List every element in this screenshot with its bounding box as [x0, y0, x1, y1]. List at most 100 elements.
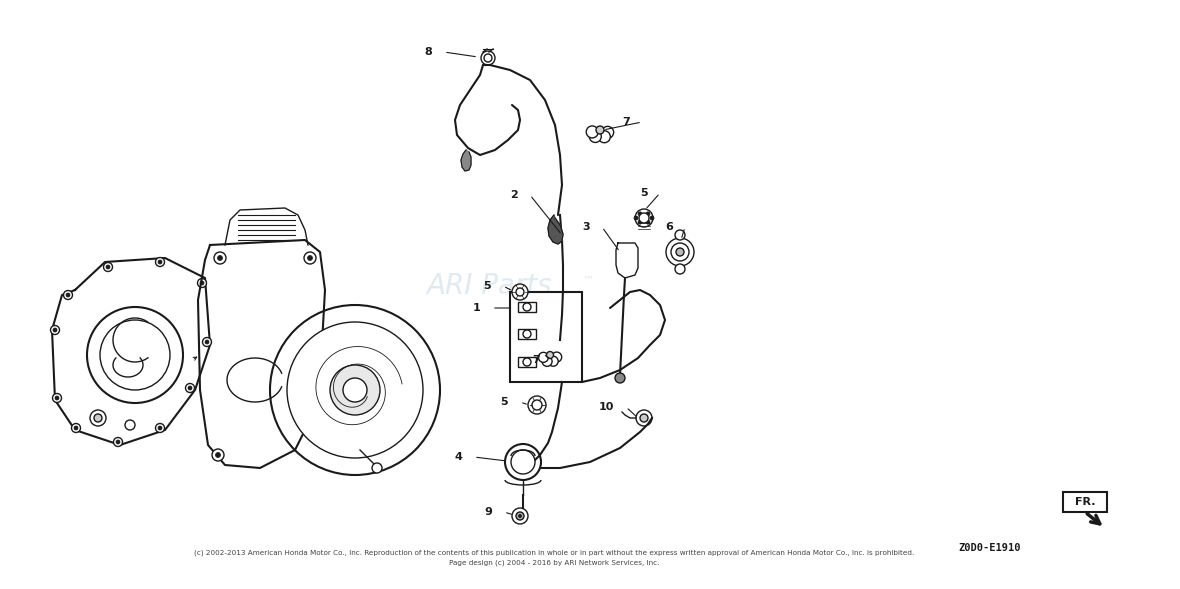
- Circle shape: [158, 426, 162, 430]
- Circle shape: [523, 330, 531, 338]
- Circle shape: [116, 440, 120, 444]
- Circle shape: [532, 400, 542, 410]
- Circle shape: [343, 378, 367, 402]
- Circle shape: [511, 450, 535, 474]
- Circle shape: [55, 396, 59, 400]
- Circle shape: [586, 126, 598, 138]
- Circle shape: [185, 383, 195, 392]
- Circle shape: [212, 449, 224, 461]
- Circle shape: [158, 260, 162, 264]
- Polygon shape: [548, 215, 563, 244]
- Circle shape: [330, 365, 380, 415]
- Text: ™: ™: [582, 276, 594, 286]
- Circle shape: [598, 131, 610, 143]
- Bar: [510, 292, 582, 382]
- Polygon shape: [616, 243, 638, 278]
- Circle shape: [645, 220, 650, 224]
- Circle shape: [216, 452, 221, 458]
- Circle shape: [214, 252, 227, 264]
- Circle shape: [518, 515, 522, 518]
- Text: 4: 4: [454, 452, 463, 462]
- Circle shape: [505, 444, 540, 480]
- Circle shape: [113, 438, 123, 446]
- Circle shape: [100, 320, 170, 390]
- Bar: [1063, 492, 1107, 512]
- Circle shape: [527, 396, 546, 414]
- Circle shape: [64, 290, 72, 299]
- Circle shape: [602, 127, 614, 138]
- Circle shape: [542, 356, 552, 366]
- Circle shape: [205, 340, 209, 344]
- Circle shape: [512, 508, 527, 524]
- Circle shape: [523, 303, 531, 311]
- Text: 10: 10: [598, 402, 614, 412]
- Text: 3: 3: [583, 222, 590, 232]
- Bar: [518, 302, 536, 312]
- Circle shape: [615, 373, 625, 383]
- Circle shape: [589, 131, 602, 143]
- Circle shape: [666, 238, 694, 266]
- Polygon shape: [461, 150, 471, 171]
- Circle shape: [671, 243, 689, 261]
- Circle shape: [156, 423, 164, 432]
- Circle shape: [304, 252, 316, 264]
- Circle shape: [640, 414, 648, 422]
- Circle shape: [51, 326, 59, 335]
- Circle shape: [549, 356, 558, 366]
- Circle shape: [596, 126, 604, 134]
- Text: FR.: FR.: [1075, 497, 1095, 507]
- Circle shape: [481, 51, 494, 65]
- Text: 5: 5: [641, 188, 648, 198]
- Circle shape: [125, 420, 135, 430]
- Circle shape: [287, 322, 422, 458]
- Circle shape: [484, 54, 492, 62]
- Circle shape: [675, 230, 686, 240]
- Circle shape: [675, 264, 686, 274]
- Circle shape: [372, 463, 382, 473]
- Circle shape: [74, 426, 78, 430]
- Text: 1: 1: [472, 303, 480, 313]
- Text: 7: 7: [622, 117, 630, 127]
- Text: Page design (c) 2004 - 2016 by ARI Network Services, Inc.: Page design (c) 2004 - 2016 by ARI Netwo…: [450, 560, 660, 566]
- Circle shape: [203, 337, 211, 346]
- Circle shape: [90, 410, 106, 426]
- Circle shape: [635, 209, 653, 227]
- Circle shape: [94, 414, 101, 422]
- Circle shape: [523, 358, 531, 366]
- Circle shape: [66, 293, 70, 297]
- Circle shape: [72, 423, 80, 432]
- Circle shape: [552, 352, 562, 362]
- Circle shape: [512, 284, 527, 300]
- Circle shape: [199, 281, 204, 285]
- Circle shape: [53, 328, 57, 332]
- Circle shape: [546, 352, 553, 359]
- Circle shape: [638, 212, 642, 216]
- Text: 2: 2: [510, 190, 518, 200]
- Circle shape: [516, 512, 524, 520]
- Circle shape: [308, 256, 313, 260]
- Circle shape: [87, 307, 183, 403]
- Circle shape: [52, 393, 61, 402]
- Text: 9: 9: [484, 507, 492, 517]
- Circle shape: [634, 216, 638, 220]
- Text: Z0D0-E1910: Z0D0-E1910: [958, 543, 1021, 553]
- Text: 5: 5: [484, 281, 491, 291]
- Text: 7: 7: [532, 355, 540, 365]
- Circle shape: [156, 257, 164, 266]
- Text: 5: 5: [500, 397, 509, 407]
- Bar: [518, 329, 536, 339]
- Text: 8: 8: [425, 47, 432, 57]
- Text: 6: 6: [666, 222, 673, 232]
- Text: (c) 2002-2013 American Honda Motor Co., Inc. Reproduction of the contents of thi: (c) 2002-2013 American Honda Motor Co., …: [195, 550, 914, 556]
- Circle shape: [640, 213, 649, 223]
- Circle shape: [676, 248, 684, 256]
- Circle shape: [188, 386, 192, 390]
- Circle shape: [650, 216, 654, 220]
- Text: ARI Parts: ARI Parts: [427, 272, 552, 300]
- Circle shape: [197, 279, 206, 287]
- Circle shape: [516, 288, 524, 296]
- Circle shape: [645, 212, 650, 216]
- Circle shape: [270, 305, 440, 475]
- Circle shape: [538, 352, 549, 362]
- Circle shape: [217, 256, 223, 260]
